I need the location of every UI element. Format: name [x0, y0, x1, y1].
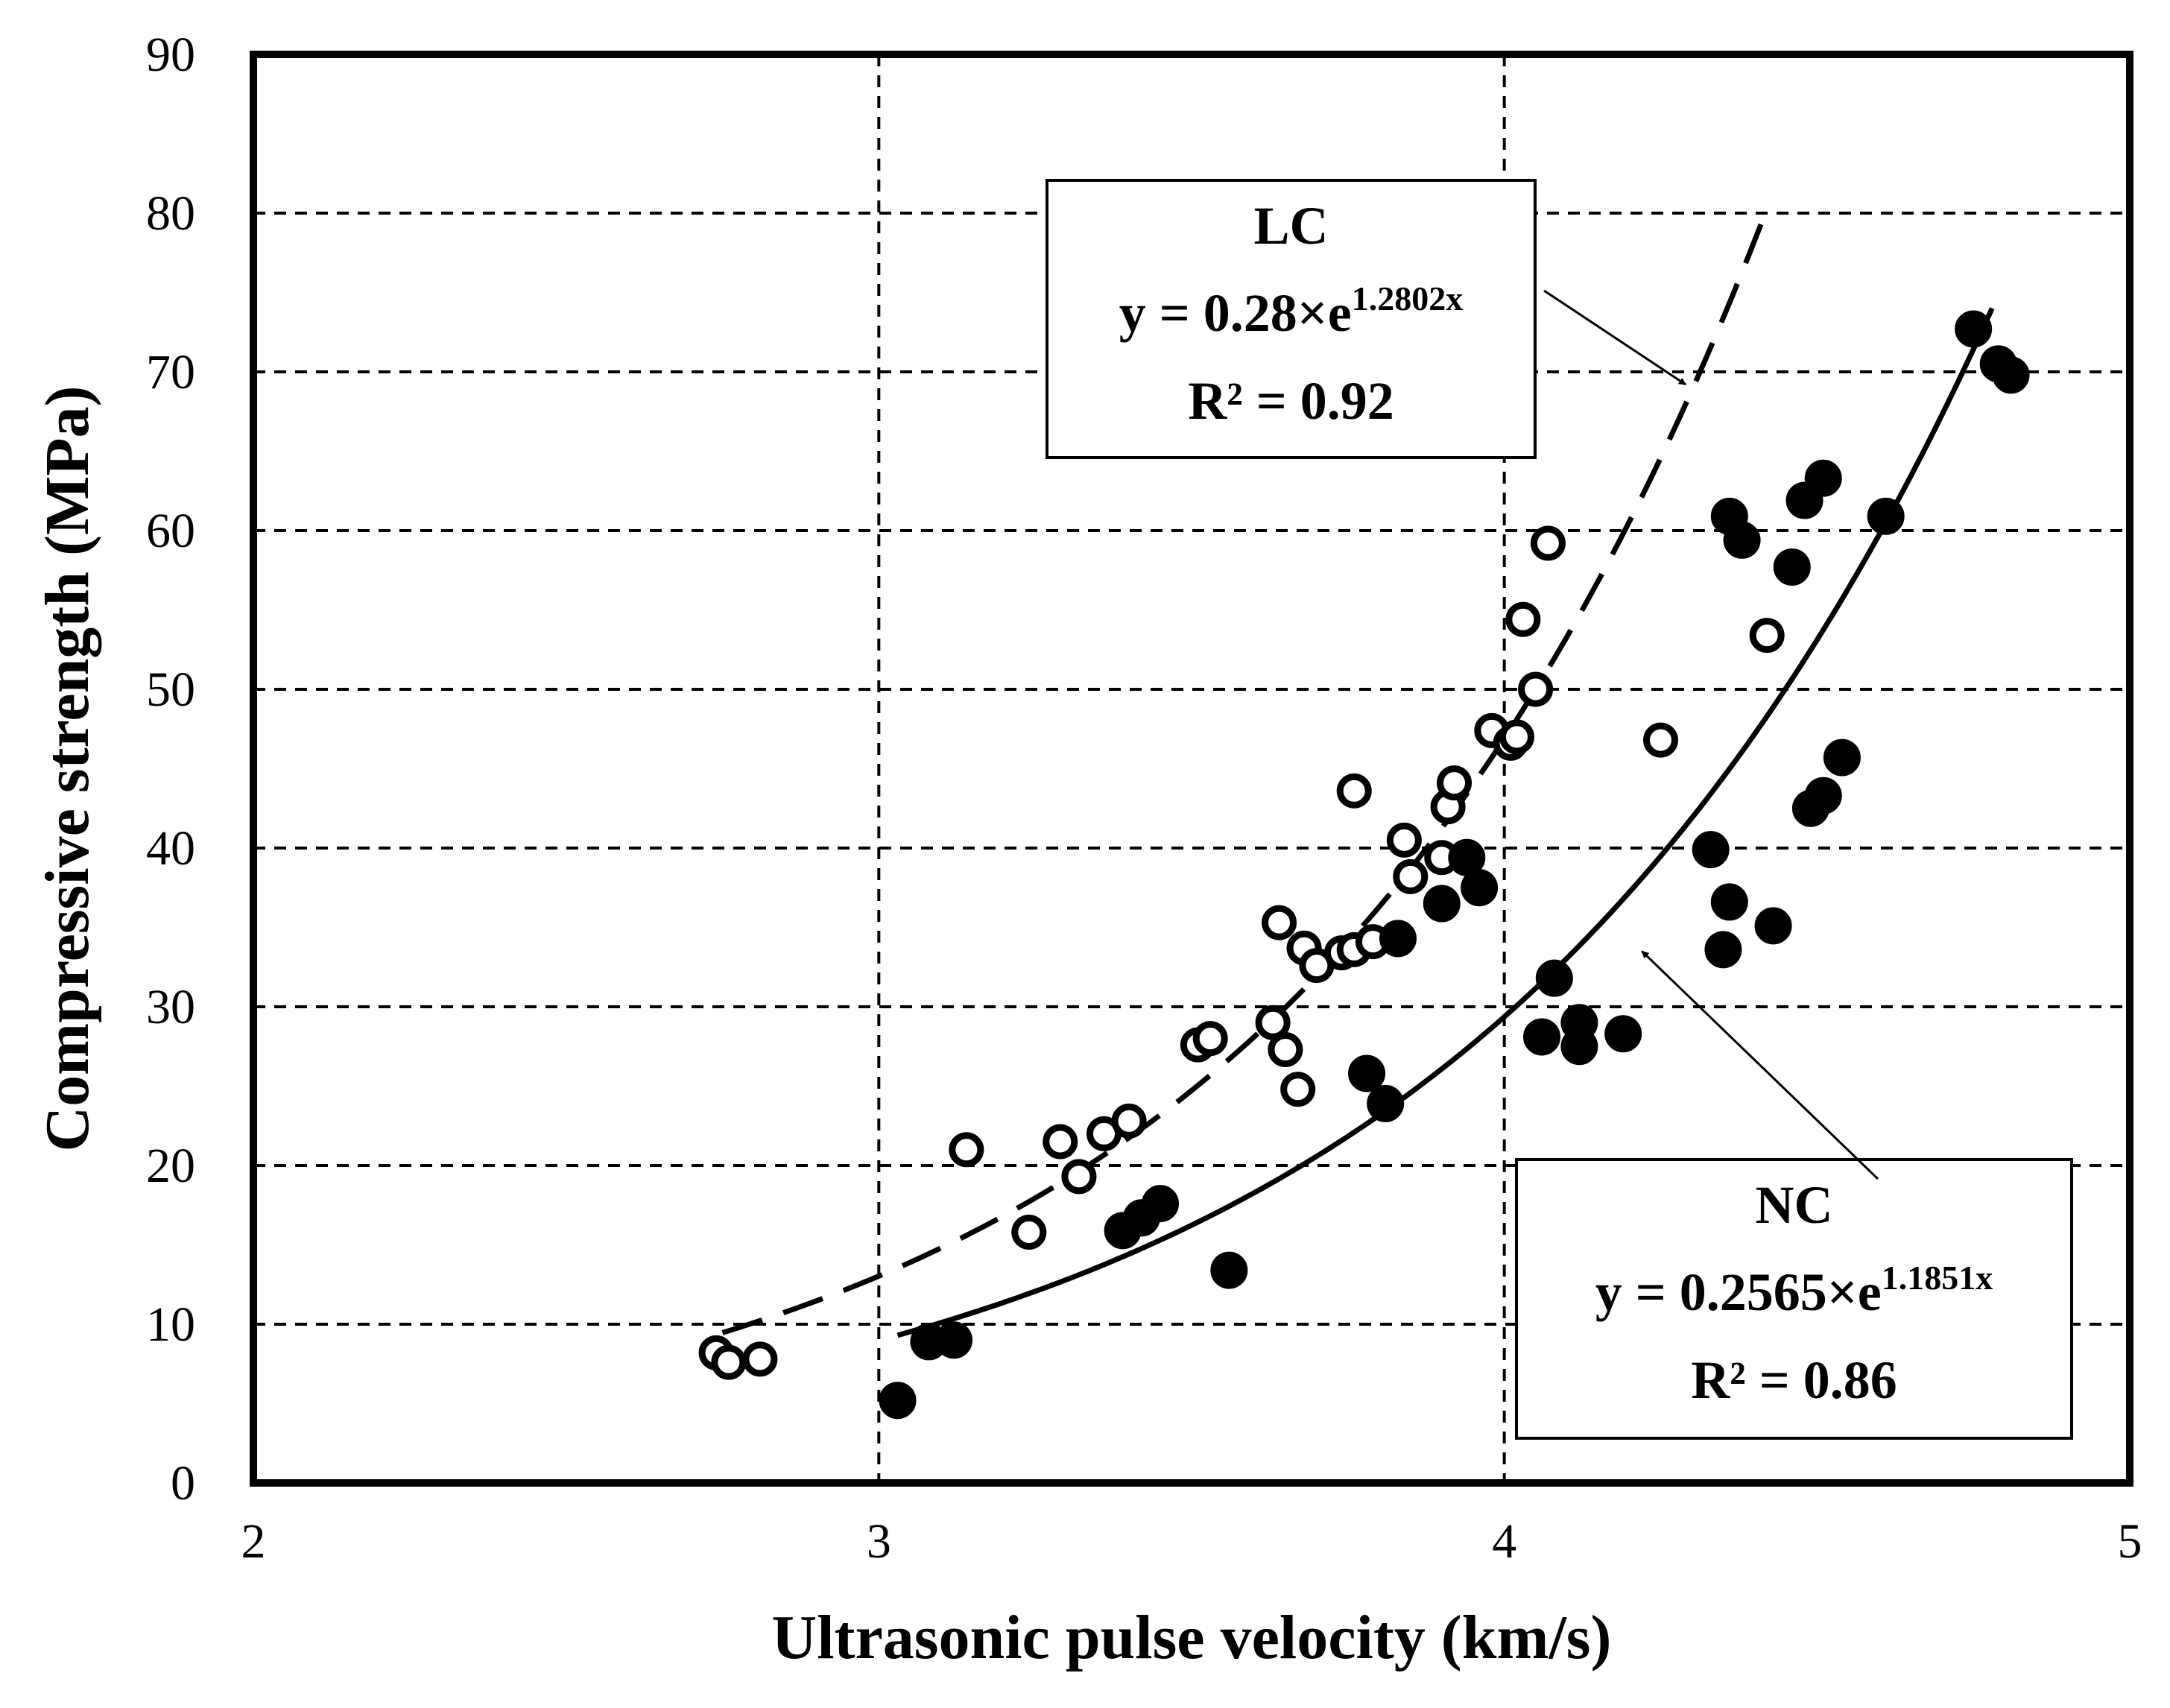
- point-nc-10: [1423, 885, 1461, 923]
- point-lc-4: [1011, 1214, 1047, 1250]
- point-lc-25: [1437, 765, 1472, 801]
- point-nc-24: [1773, 548, 1811, 586]
- point-lc-8: [1111, 1103, 1147, 1139]
- y-tick-label-60: 60: [146, 504, 195, 558]
- lc-equation: y = 0.28×e1.2802x: [1119, 279, 1464, 343]
- y-tick-label-30: 30: [146, 980, 195, 1034]
- point-lc-13: [1268, 1032, 1303, 1068]
- lc-label: LC: [1253, 196, 1328, 256]
- y-tick-label-0: 0: [171, 1456, 195, 1511]
- point-lc-21: [1386, 822, 1422, 858]
- data-points: [698, 310, 2030, 1420]
- nc-label: NC: [1756, 1175, 1833, 1235]
- point-nc-33: [1992, 356, 2030, 394]
- x-tick-label-3: 3: [867, 1514, 891, 1569]
- point-lc-22: [1393, 858, 1429, 894]
- point-nc-8: [1367, 1084, 1405, 1122]
- y-tick-label-80: 80: [146, 186, 195, 241]
- point-lc-10: [1192, 1021, 1228, 1057]
- point-nc-20: [1710, 883, 1748, 921]
- y-tick-label-40: 40: [146, 821, 195, 876]
- nc-annotation-arrow: [1641, 950, 1879, 1180]
- y-tick-label-20: 20: [146, 1139, 195, 1193]
- point-nc-14: [1535, 959, 1573, 997]
- lc-equation-exponent: 1.2802x: [1352, 279, 1464, 317]
- point-lc-1: [711, 1344, 747, 1380]
- point-lc-12: [1262, 905, 1297, 940]
- lc-annotation-arrow: [1543, 289, 1686, 386]
- point-lc-28: [1499, 719, 1534, 755]
- nc-equation: y = 0.2565×e1.1851x: [1595, 1259, 1993, 1322]
- point-nc-6: [1210, 1251, 1248, 1289]
- point-lc-33: [1749, 618, 1785, 654]
- point-nc-28: [1804, 776, 1842, 815]
- x-axis-title: Ultrasonic pulse velocity (km/s): [772, 1603, 1612, 1672]
- lc-r-squared: R² = 0.92: [1188, 371, 1394, 431]
- point-lc-2: [742, 1341, 778, 1377]
- nc-equation-exponent: 1.1851x: [1882, 1259, 1993, 1297]
- x-tick-label-2: 2: [241, 1514, 266, 1569]
- point-nc-16: [1560, 1028, 1598, 1066]
- point-nc-29: [1823, 738, 1861, 776]
- fit-curve-lc: [721, 207, 1770, 1335]
- lc-equation-main: y = 0.28×e: [1119, 283, 1352, 343]
- nc-r-squared: R² = 0.86: [1691, 1350, 1897, 1410]
- point-lc-19: [1336, 773, 1372, 809]
- nc-equation-main: y = 0.2565×e: [1595, 1262, 1882, 1322]
- y-tick-label-50: 50: [146, 662, 195, 717]
- y-tick-label-90: 90: [146, 28, 195, 82]
- point-lc-29: [1505, 601, 1541, 637]
- lc-box-frame: [1046, 179, 1537, 459]
- point-lc-14: [1280, 1072, 1316, 1107]
- y-axis-title: Compressive strength (MPa): [33, 385, 102, 1151]
- point-nc-7: [1348, 1054, 1386, 1092]
- point-lc-6: [1061, 1159, 1097, 1195]
- point-lc-3: [949, 1132, 984, 1168]
- point-nc-23: [1754, 907, 1792, 945]
- point-nc-0: [879, 1382, 917, 1420]
- point-lc-32: [1643, 722, 1678, 758]
- point-nc-12: [1461, 869, 1499, 907]
- point-nc-18: [1692, 831, 1730, 869]
- point-nc-19: [1704, 931, 1742, 969]
- x-tick-label-5: 5: [2118, 1514, 2142, 1569]
- point-nc-22: [1723, 521, 1761, 559]
- point-nc-17: [1604, 1015, 1642, 1053]
- nc-equation-box: NC y = 0.2565×e1.1851x R² = 0.86: [1515, 1158, 2073, 1440]
- point-nc-31: [1955, 310, 1993, 348]
- y-tick-label-10: 10: [146, 1297, 195, 1352]
- point-nc-30: [1867, 497, 1905, 535]
- tick-labels: 0 10 20 30 40 50 60 70 80 90 2 3 4 5: [146, 28, 2142, 1569]
- point-nc-2: [935, 1321, 973, 1359]
- point-nc-9: [1379, 920, 1417, 958]
- point-nc-27: [1804, 459, 1842, 497]
- point-lc-31: [1530, 525, 1566, 561]
- point-nc-5: [1142, 1185, 1180, 1223]
- point-lc-30: [1518, 671, 1554, 707]
- lc-equation-box: LC y = 0.28×e1.2802x R² = 0.92: [1046, 179, 1537, 459]
- point-lc-5: [1043, 1124, 1078, 1160]
- point-lc-11: [1255, 1005, 1291, 1040]
- nc-box-frame: [1515, 1158, 2073, 1440]
- plot-frame: [250, 51, 2133, 1487]
- fit-curve-nc: [896, 307, 1995, 1338]
- y-tick-label-70: 70: [146, 345, 195, 399]
- fit-lines: [721, 207, 1995, 1338]
- point-nc-13: [1523, 1018, 1561, 1056]
- x-tick-label-4: 4: [1492, 1514, 1516, 1569]
